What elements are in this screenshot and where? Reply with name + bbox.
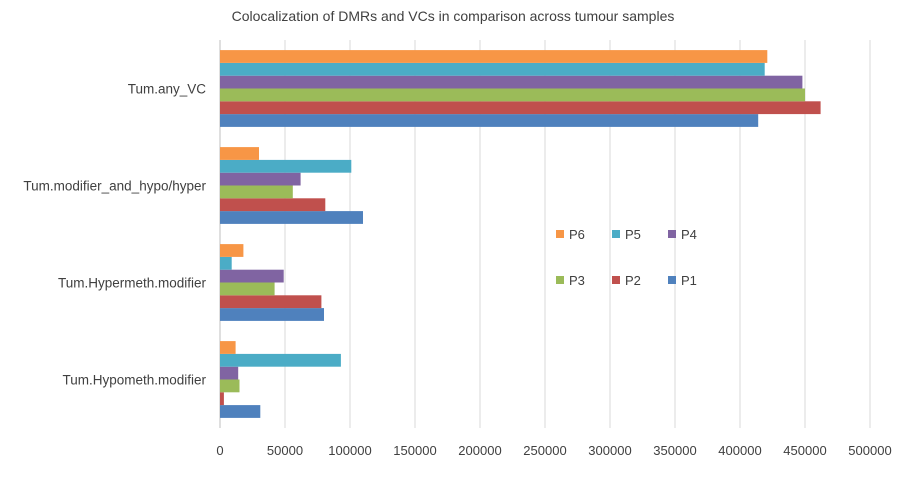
legend-label: P6 — [569, 227, 585, 242]
legend-label: P5 — [625, 227, 641, 242]
legend-label: P4 — [681, 227, 697, 242]
bar-p6 — [220, 50, 768, 63]
bar-p1 — [220, 211, 363, 224]
legend-swatch-p4 — [668, 230, 676, 238]
legend: P6 P5 P4 P3 P2 P1 — [556, 227, 697, 288]
bar-p4 — [220, 75, 803, 89]
bar-p3 — [220, 282, 275, 296]
legend-swatch-p6 — [556, 230, 564, 238]
x-tick-label: 150000 — [393, 443, 436, 458]
bar-p1 — [220, 405, 261, 418]
bar-p6 — [220, 341, 236, 354]
category-label: Tum.Hypermeth.modifier — [58, 276, 207, 291]
category-label: Tum.any_VC — [128, 82, 207, 97]
category-label: Tum.modifier_and_hypo/hyper — [23, 179, 206, 194]
bar-p4 — [220, 172, 301, 186]
bar-p5 — [220, 353, 341, 367]
bar-p1 — [220, 308, 324, 321]
bar-p2 — [220, 101, 821, 115]
legend-swatch-p5 — [612, 230, 620, 238]
bar-p2 — [220, 295, 322, 309]
chart-title: Colocalization of DMRs and VCs in compar… — [231, 8, 675, 24]
legend-swatch-p1 — [668, 276, 676, 284]
x-tick-label: 100000 — [328, 443, 371, 458]
legend-swatch-p3 — [556, 276, 564, 284]
x-tick-label: 250000 — [523, 443, 566, 458]
bar-p2 — [220, 198, 326, 212]
bar-p3 — [220, 379, 240, 393]
bar-p5 — [220, 256, 232, 270]
legend-label: P1 — [681, 273, 697, 288]
legend-swatch-p2 — [612, 276, 620, 284]
bars — [220, 50, 821, 418]
bar-p6 — [220, 147, 259, 160]
bar-p2 — [220, 392, 224, 406]
x-tick-label: 350000 — [653, 443, 696, 458]
bar-p6 — [220, 244, 244, 257]
bar-p3 — [220, 185, 293, 199]
bar-p3 — [220, 88, 805, 102]
x-tick-label: 450000 — [783, 443, 826, 458]
x-tick-label: 500000 — [848, 443, 891, 458]
category-labels: Tum.Hypometh.modifier Tum.Hypermeth.modif… — [23, 82, 206, 388]
x-tick-label: 200000 — [458, 443, 501, 458]
bar-p1 — [220, 114, 759, 127]
legend-label: P2 — [625, 273, 641, 288]
x-tick-label: 50000 — [267, 443, 303, 458]
legend-label: P3 — [569, 273, 585, 288]
x-tick-labels: 0 50000 100000 150000 200000 250000 300000 3500… — [216, 443, 891, 458]
bar-p4 — [220, 366, 239, 380]
bar-p5 — [220, 62, 765, 76]
x-tick-label: 0 — [216, 443, 223, 458]
x-tick-label: 300000 — [588, 443, 631, 458]
category-label: Tum.Hypometh.modifier — [62, 373, 206, 388]
x-tick-label: 400000 — [718, 443, 761, 458]
bar-p5 — [220, 159, 352, 173]
bar-p4 — [220, 269, 284, 283]
